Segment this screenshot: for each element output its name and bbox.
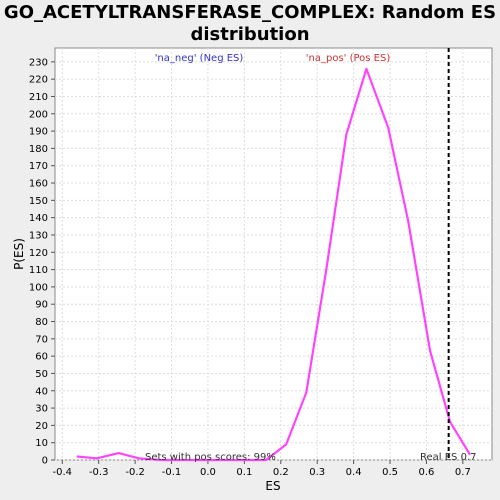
y-tick-label: 0 [42,456,48,467]
x-tick-label: 0.0 [200,467,216,478]
y-tick-label: 30 [35,404,48,415]
y-tick-label: 50 [35,369,48,380]
y-tick-label: 40 [35,386,48,397]
chart-title-line1: GO_ACETYLTRANSFERASE_COMPLEX: Random ES [3,2,497,23]
series-layer [76,67,472,462]
y-tick-label: 60 [35,352,48,363]
y-tick-label: 150 [29,196,48,207]
x-tick-label: 0.7 [455,467,471,478]
x-tick-label: -0.3 [89,467,109,478]
y-tick-label: 10 [35,438,48,449]
plot-area [54,47,493,461]
x-tick-label: 0.5 [382,467,398,478]
y-tick-label: 130 [29,230,48,241]
y-tick-label: 20 [35,421,48,432]
y-tick-label: 170 [29,161,48,172]
x-axis-label: ES [265,479,280,493]
real-es-annotation: Real ES 0.7 [420,452,476,463]
axis-layer: 0 10 20 30 40 50 60 70 80 90 100 110 120 130 140 150 160… [29,57,471,478]
x-tick-label: 0.6 [418,467,434,478]
y-tick-label: 80 [35,317,48,328]
chart-title-line2: distribution [190,24,310,45]
y-tick-label: 230 [29,57,48,68]
es-distribution-line [76,67,472,462]
y-tick-label: 210 [29,92,48,103]
y-tick-label: 110 [29,265,48,276]
x-tick-label: 0.2 [273,467,289,478]
y-tick-label: 160 [29,179,48,190]
y-tick-label: 90 [35,300,48,311]
y-tick-label: 120 [29,248,48,259]
y-tick-label: 200 [29,109,48,120]
x-tick-label: -0.2 [125,467,145,478]
x-tick-label: -0.1 [162,467,182,478]
y-axis-label: P(ES) [12,238,26,270]
y-tick-label: 70 [35,334,48,345]
x-tick-label: 0.4 [346,467,362,478]
y-tick-label: 220 [29,75,48,86]
chart-title: GO_ACETYLTRANSFERASE_COMPLEX: Random ES … [0,2,500,46]
legend-neg-label: 'na_neg' (Neg ES) [155,53,244,64]
y-tick-label: 100 [29,282,48,293]
y-tick-label: 140 [29,213,48,224]
x-tick-label: -0.4 [53,467,73,478]
legend-pos-label: 'na_pos' (Pos ES) [306,53,391,64]
x-tick-label: 0.1 [236,467,252,478]
pos-scores-annotation: Sets with pos scores: 99% [145,452,276,463]
y-tick-label: 190 [29,127,48,138]
y-tick-label: 180 [29,144,48,155]
x-tick-label: 0.3 [309,467,325,478]
grid-layer [55,48,492,461]
